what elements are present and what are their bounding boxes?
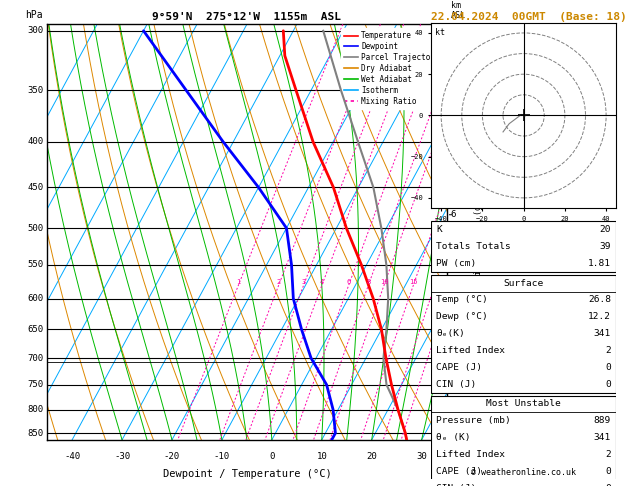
Text: 15: 15 [409,279,418,285]
Text: 20: 20 [366,452,377,461]
Text: CIN (J): CIN (J) [437,484,477,486]
Text: 500: 500 [27,224,43,233]
Text: 39: 39 [599,242,611,251]
Text: 300: 300 [27,26,43,35]
Text: © weatheronline.co.uk: © weatheronline.co.uk [471,469,576,477]
Text: 7: 7 [450,157,456,166]
Text: Lifted Index: Lifted Index [437,450,506,459]
Text: 2: 2 [605,450,611,459]
Text: 5: 5 [450,262,456,271]
Text: kt: kt [435,28,445,37]
Bar [431,396,616,486]
Text: 2: 2 [450,406,456,415]
Text: 6: 6 [347,279,351,285]
Text: CIN (J): CIN (J) [437,380,477,389]
Text: θₑ(K): θₑ(K) [437,329,465,338]
Text: 0: 0 [605,467,611,476]
Text: 4: 4 [450,312,456,321]
Text: 350: 350 [27,86,43,95]
Text: PW (cm): PW (cm) [437,259,477,268]
Text: 341: 341 [594,329,611,338]
Text: 0: 0 [269,452,274,461]
Text: 4: 4 [320,279,324,285]
Text: 0: 0 [605,363,611,372]
Text: 9°59'N  275°12'W  1155m  ASL: 9°59'N 275°12'W 1155m ASL [152,12,342,22]
Text: 6: 6 [450,210,456,219]
Text: -30: -30 [114,452,130,461]
Text: Pressure (mb): Pressure (mb) [437,417,511,425]
Text: 3: 3 [301,279,306,285]
Text: 0: 0 [605,380,611,389]
Text: -10: -10 [214,452,230,461]
Text: Temp (°C): Temp (°C) [437,295,488,304]
Text: =3LCL: =3LCL [448,357,471,366]
Text: 600: 600 [27,294,43,303]
Text: 450: 450 [27,183,43,192]
Text: km
ASL: km ASL [450,1,465,20]
Text: Dewpoint / Temperature (°C): Dewpoint / Temperature (°C) [162,469,331,479]
Text: 800: 800 [27,405,43,414]
Text: Surface: Surface [504,278,543,288]
Text: Dewp (°C): Dewp (°C) [437,312,488,321]
Text: CAPE (J): CAPE (J) [437,363,482,372]
Text: 12.2: 12.2 [588,312,611,321]
Text: 8: 8 [450,101,456,110]
Text: 850: 850 [27,429,43,437]
Text: -20: -20 [164,452,180,461]
Text: 3: 3 [450,359,456,368]
Text: 650: 650 [27,325,43,334]
Text: 26.8: 26.8 [588,295,611,304]
Text: 889: 889 [594,417,611,425]
Text: 700: 700 [27,354,43,363]
Text: 10: 10 [380,279,388,285]
Text: 400: 400 [27,138,43,146]
Text: K: K [437,225,442,234]
Text: 2: 2 [277,279,281,285]
Text: 8: 8 [366,279,370,285]
Text: Mixing Ratio (g/kg): Mixing Ratio (g/kg) [474,185,483,279]
Text: Most Unstable: Most Unstable [486,399,561,408]
Bar [431,221,616,272]
Text: 750: 750 [27,380,43,389]
Text: 550: 550 [27,260,43,269]
Text: 2: 2 [605,346,611,355]
Text: -40: -40 [64,452,81,461]
Text: 341: 341 [594,433,611,442]
Text: 20: 20 [599,225,611,234]
Text: Lifted Index: Lifted Index [437,346,506,355]
Text: CAPE (J): CAPE (J) [437,467,482,476]
Text: hPa: hPa [26,10,43,20]
Text: θₑ (K): θₑ (K) [437,433,471,442]
Text: 10: 10 [316,452,327,461]
Text: Totals Totals: Totals Totals [437,242,511,251]
Text: 22.04.2024  00GMT  (Base: 18): 22.04.2024 00GMT (Base: 18) [431,12,626,22]
Text: 0: 0 [605,484,611,486]
Text: 20: 20 [430,279,439,285]
Legend: Temperature, Dewpoint, Parcel Trajectory, Dry Adiabat, Wet Adiabat, Isotherm, Mi: Temperature, Dewpoint, Parcel Trajectory… [341,28,443,109]
Text: 30: 30 [416,452,427,461]
Text: 1.81: 1.81 [588,259,611,268]
Bar [431,275,616,393]
Text: 1: 1 [237,279,240,285]
